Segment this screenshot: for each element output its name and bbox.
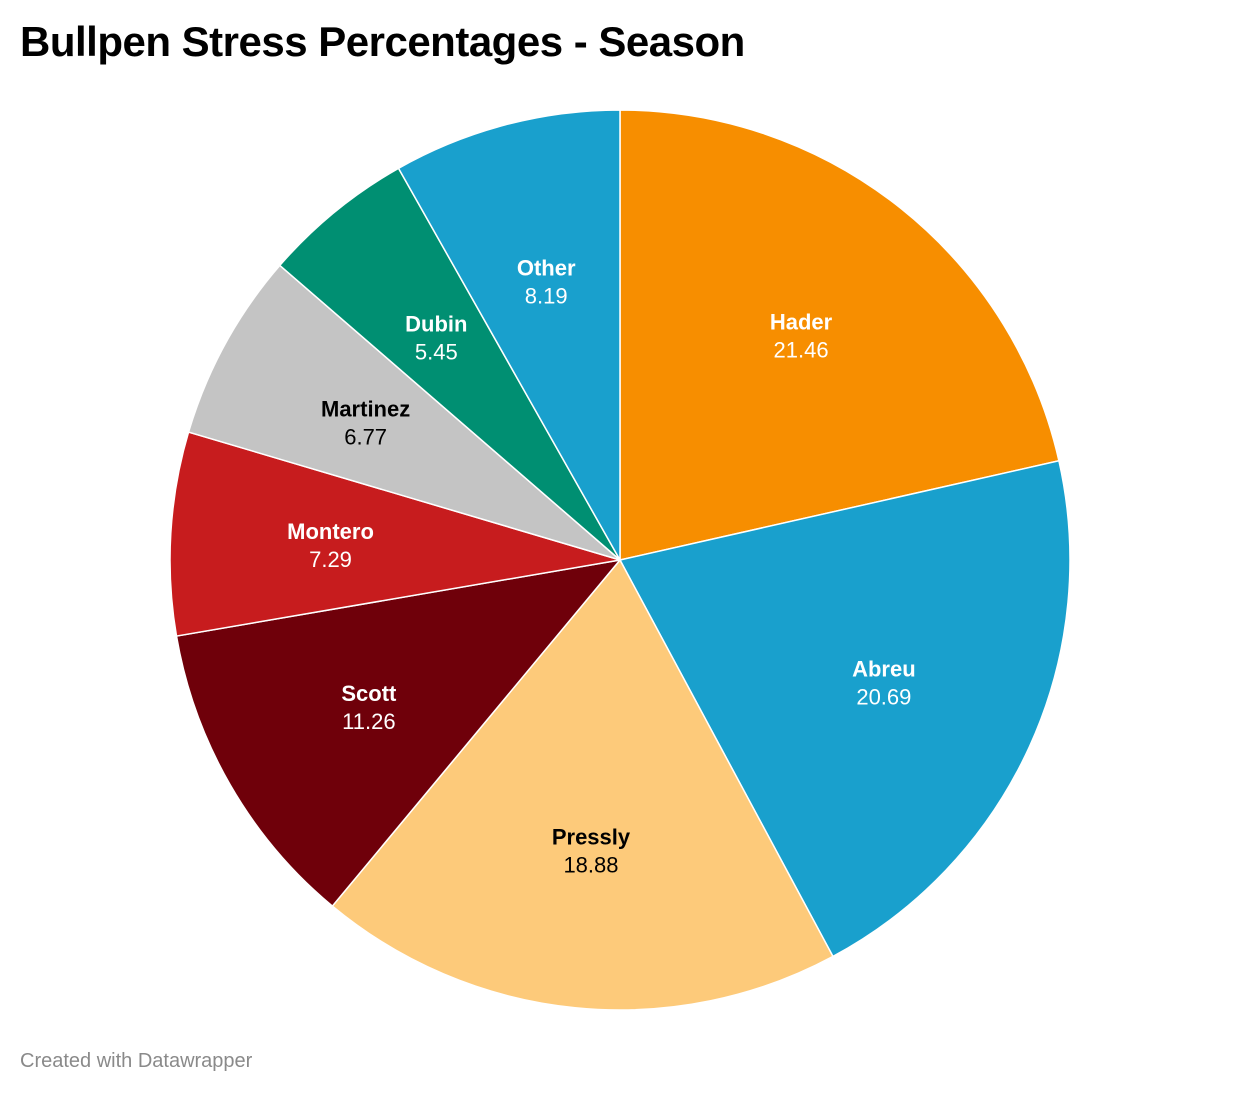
pie-slice-martinez: [187, 264, 621, 561]
slice-label-hader: Hader: [770, 309, 833, 334]
pie-slice-montero: [169, 431, 621, 637]
pie-slice-abreu: [618, 459, 1071, 958]
slice-value-scott: 11.26: [342, 709, 395, 734]
slice-label-martinez: Martinez: [321, 397, 410, 422]
slice-label-scott: Scott: [341, 681, 397, 706]
pie-slice-dubin: [278, 167, 621, 561]
pie-slice-scott: [175, 558, 622, 908]
pie-slice-other: [397, 109, 621, 563]
slice-label-dubin: Dubin: [405, 312, 467, 337]
slice-value-hader: 21.46: [774, 337, 829, 362]
slice-value-abreu: 20.69: [856, 684, 911, 709]
slice-label-other: Other: [517, 256, 576, 281]
pie-labels: Hader 21.46 Abreu 20.69 Pressly 18.88 Scott 11.…: [287, 256, 916, 878]
slice-label-pressly: Pressly: [552, 825, 631, 850]
pie-slice-hader: [619, 109, 1060, 561]
attribution-footer: Created with Datawrapper: [20, 1050, 253, 1072]
pie-slices: [169, 109, 1071, 1011]
slice-value-pressly: 18.88: [563, 853, 618, 878]
slice-label-abreu: Abreu: [852, 656, 916, 681]
pie-slice-pressly: [331, 558, 834, 1011]
slice-value-dubin: 5.45: [415, 340, 458, 365]
slice-value-montero: 7.29: [309, 547, 352, 572]
slice-value-martinez: 6.77: [344, 425, 387, 450]
slice-label-montero: Montero: [287, 519, 374, 544]
slice-value-other: 8.19: [525, 284, 568, 309]
chart-title: Bullpen Stress Percentages - Season: [20, 18, 745, 65]
